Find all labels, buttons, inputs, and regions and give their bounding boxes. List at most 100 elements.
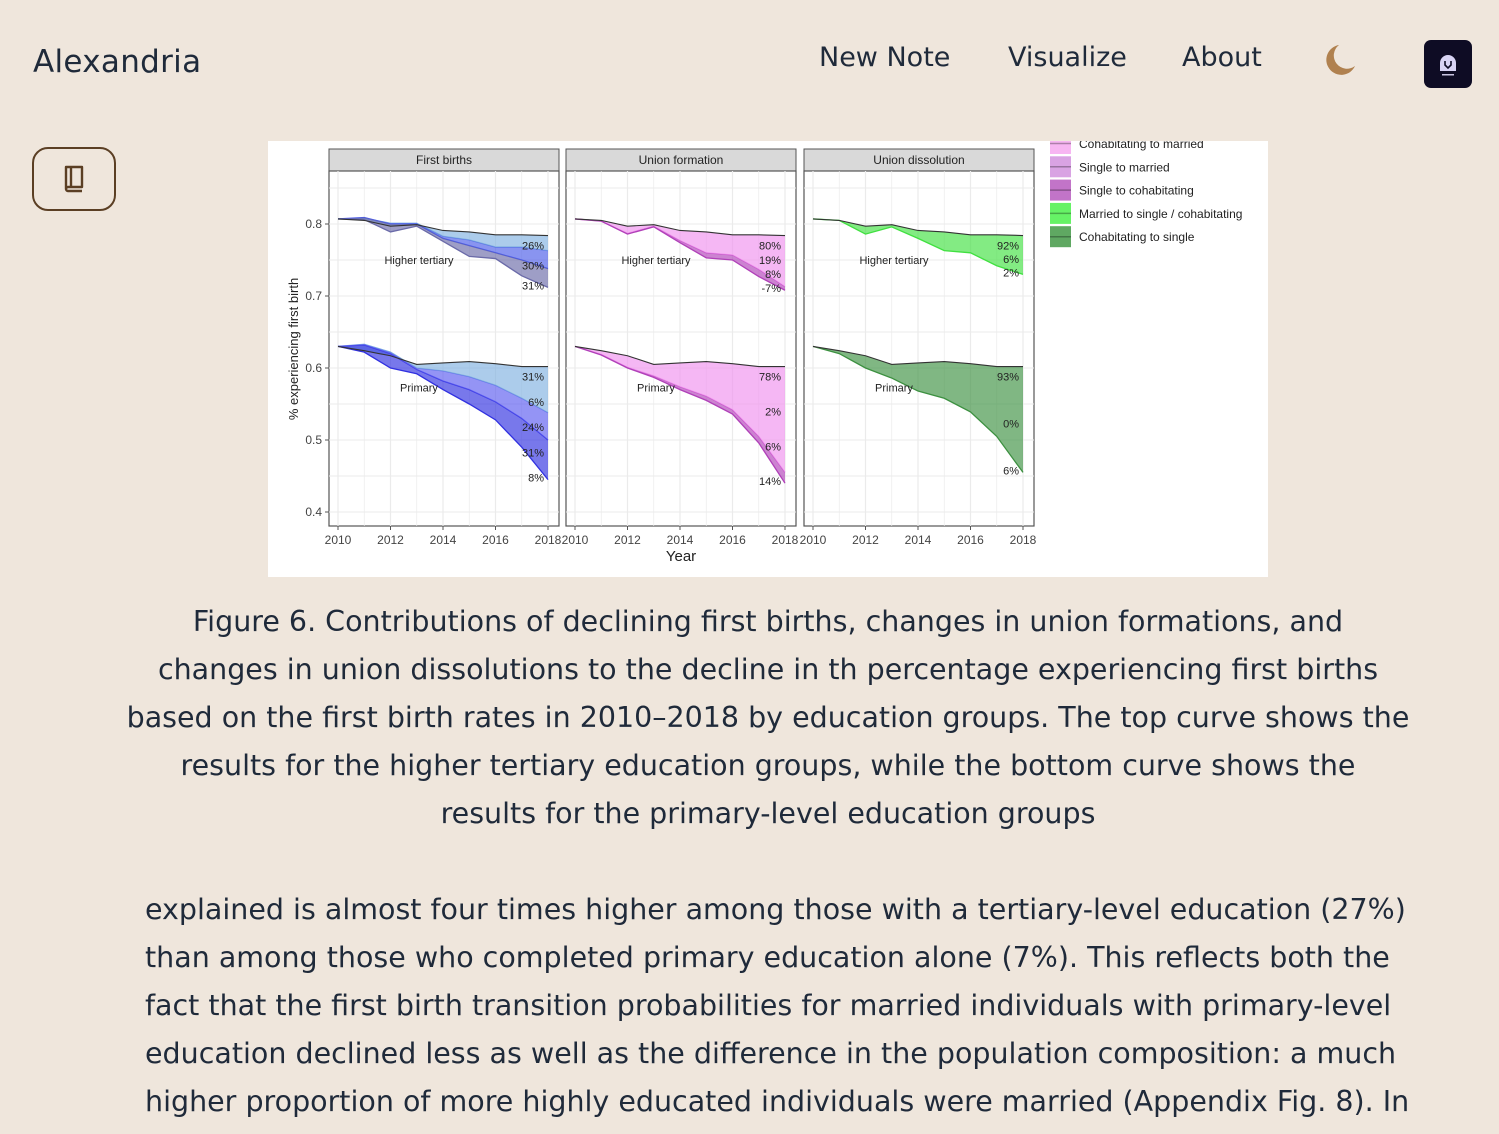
percent-label: 31% <box>522 280 544 292</box>
series-line <box>574 345 786 484</box>
baseline-line <box>574 345 785 368</box>
legend-label: Cohabitating to married <box>1079 141 1204 151</box>
percent-label: 92% <box>997 241 1019 253</box>
group-label: Primary <box>875 382 913 394</box>
percent-label: 0% <box>1003 418 1019 430</box>
legend-label: Single to married <box>1079 160 1170 174</box>
app-title[interactable]: Alexandria <box>33 44 202 80</box>
caption-line: changes in union dissolutions to the dec… <box>157 653 1379 686</box>
avatar[interactable] <box>1424 40 1472 88</box>
percent-label: 6% <box>765 441 781 453</box>
percent-label: 6% <box>1003 465 1019 477</box>
x-tick-label: 2018 <box>535 533 562 547</box>
group-label: Primary <box>400 382 438 394</box>
x-tick-label: 2012 <box>377 533 404 547</box>
percent-label: 24% <box>522 422 544 434</box>
article-paragraph: explained is almost four times higher am… <box>145 886 1409 1126</box>
legend-label: Married to single / cohabitating <box>1079 207 1242 221</box>
percent-label: 2% <box>1003 267 1019 279</box>
y-tick-label: 0.5 <box>305 433 322 447</box>
series-line <box>574 218 786 291</box>
legend-label: Single to cohabitating <box>1079 184 1194 198</box>
series-line <box>337 345 549 481</box>
contribution-band <box>575 218 785 287</box>
contribution-band <box>813 346 1023 473</box>
x-axis-label: Year <box>666 548 696 565</box>
x-tick-label: 2018 <box>772 533 799 547</box>
series-line <box>337 218 549 288</box>
series-line <box>337 216 549 270</box>
chart: First births 2010 2012 2014 2016 2018 Higher t… <box>286 141 1242 565</box>
x-tick-label: 2018 <box>1010 533 1037 547</box>
y-axis-label: % experiencing first birth <box>286 278 301 420</box>
percent-label: 8% <box>765 269 781 281</box>
contribution-band <box>575 346 785 473</box>
x-tick-label: 2012 <box>614 533 641 547</box>
baseline-line <box>337 218 549 237</box>
panel-title: Union dissolution <box>873 153 964 167</box>
percent-label: 6% <box>1003 254 1019 266</box>
contribution-band <box>813 218 1023 275</box>
x-tick-label: 2014 <box>905 533 932 547</box>
y-tick-label: 0.6 <box>305 361 322 375</box>
x-tick-label: 2016 <box>719 533 746 547</box>
x-tick-label: 2012 <box>852 533 879 547</box>
percent-label: 31% <box>522 447 544 459</box>
group-label: Primary <box>637 382 675 394</box>
y-tick-label: 0.8 <box>305 217 322 231</box>
x-tick-label: 2016 <box>957 533 984 547</box>
nav-new-note[interactable]: New Note <box>819 42 951 73</box>
contribution-band <box>338 344 548 480</box>
baseline-line <box>574 218 786 237</box>
x-tick-label: 2014 <box>430 533 457 547</box>
y-tick-label: 0.7 <box>305 289 322 303</box>
legend-label: Cohabitating to single <box>1079 230 1195 244</box>
contribution-band <box>338 344 548 440</box>
nav-visualize[interactable]: Visualize <box>1008 42 1127 73</box>
contribution-band <box>338 218 548 251</box>
gitcitadel-logo-icon <box>1440 55 1456 76</box>
figure-caption: Figure 6. Contributions of declining fir… <box>100 598 1436 838</box>
x-tick-label: 2016 <box>482 533 509 547</box>
nav-about[interactable]: About <box>1182 42 1262 73</box>
caption-line: results for the higher tertiary educatio… <box>180 749 1356 782</box>
paragraph-line: than among those who completed primary e… <box>145 941 1390 974</box>
series-line <box>812 218 1024 276</box>
baseline-line <box>337 345 548 368</box>
paragraph-line: explained is almost four times higher am… <box>145 893 1406 926</box>
percent-label: 2% <box>765 406 781 418</box>
toggle-sidebar-button[interactable] <box>32 147 116 211</box>
group-label: Higher tertiary <box>621 255 691 267</box>
percent-label: 30% <box>522 260 544 272</box>
percent-label: 26% <box>522 241 544 253</box>
panel-title: First births <box>416 153 472 167</box>
caption-line: based on the first birth rates in 2010–2… <box>126 701 1410 734</box>
contribution-band <box>338 344 548 413</box>
x-tick-label: 2010 <box>325 533 352 547</box>
baseline-line <box>812 345 1023 368</box>
percent-label: -7% <box>761 283 781 295</box>
moon-icon[interactable] <box>1322 42 1358 78</box>
caption-line: results for the primary-level education … <box>440 797 1096 830</box>
x-tick-label: 2010 <box>562 533 589 547</box>
percent-label: 19% <box>759 255 781 267</box>
baseline-line <box>812 218 1024 237</box>
x-tick-label: 2014 <box>667 533 694 547</box>
paragraph-line: education declined less as well as the d… <box>145 1037 1397 1070</box>
group-label: Higher tertiary <box>859 255 929 267</box>
percent-label: 31% <box>522 372 544 384</box>
paragraph-line: fact that the first birth transition pro… <box>145 989 1392 1022</box>
percent-label: 80% <box>759 241 781 253</box>
percent-label: 8% <box>528 473 544 485</box>
book-icon <box>64 165 84 193</box>
x-tick-label: 2010 <box>800 533 827 547</box>
percent-label: 14% <box>759 476 781 488</box>
percent-label: 6% <box>528 397 544 409</box>
panel-title: Union formation <box>639 153 724 167</box>
percent-label: 78% <box>759 372 781 384</box>
percent-label: 93% <box>997 372 1019 384</box>
figure-image: First births 2010 2012 2014 2016 2018 Higher t… <box>268 141 1268 577</box>
caption-line: Figure 6. Contributions of declining fir… <box>192 605 1344 638</box>
series-line <box>812 345 1024 473</box>
paragraph-line: higher proportion of more highly educate… <box>145 1085 1410 1118</box>
